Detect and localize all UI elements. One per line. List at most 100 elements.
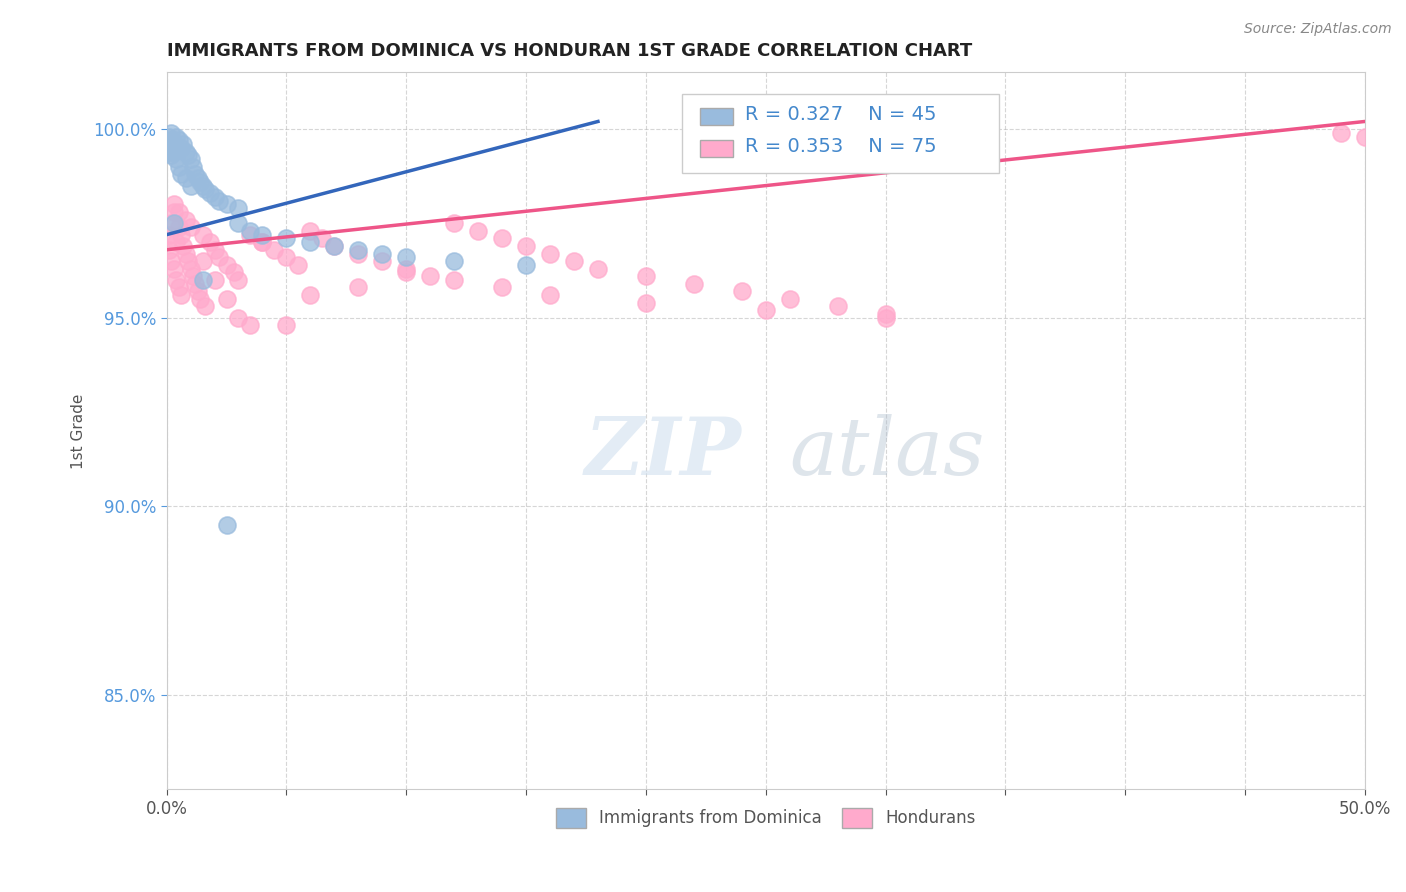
Point [299, 288, 322, 302]
Point [634, 269, 657, 284]
Point [165, 129, 187, 144]
Point [157, 137, 180, 152]
Point [180, 152, 202, 166]
Point [239, 318, 262, 333]
Point [160, 254, 183, 268]
Point [191, 273, 214, 287]
Point [239, 224, 262, 238]
Point [184, 277, 207, 291]
Point [170, 167, 193, 181]
Point [204, 243, 226, 257]
Point [276, 231, 298, 245]
Point [174, 171, 197, 186]
Point [172, 137, 194, 152]
Text: R = 0.327    N = 45: R = 0.327 N = 45 [745, 105, 936, 124]
Point [188, 292, 211, 306]
Point [538, 246, 561, 260]
Point [276, 250, 298, 264]
Point [634, 295, 657, 310]
Point [467, 224, 489, 238]
Point [443, 216, 465, 230]
Point [252, 227, 274, 242]
Point [187, 284, 209, 298]
Point [187, 171, 209, 186]
Point [276, 318, 298, 333]
Point [228, 216, 250, 230]
Point [515, 258, 537, 272]
Point [252, 235, 274, 250]
Point [395, 265, 418, 279]
Point [165, 273, 187, 287]
Point [191, 254, 214, 268]
Point [443, 254, 465, 268]
Point [215, 292, 238, 306]
Point [208, 194, 231, 208]
Point [163, 261, 186, 276]
Point [779, 292, 801, 306]
Point [371, 246, 394, 260]
Point [170, 141, 193, 155]
Point [198, 235, 221, 250]
Point [1354, 129, 1376, 144]
Point [562, 254, 585, 268]
Point [160, 148, 183, 162]
Point [163, 137, 186, 152]
Point [287, 258, 309, 272]
FancyBboxPatch shape [682, 94, 1000, 173]
Point [174, 145, 197, 159]
Point [347, 246, 370, 260]
Point [167, 205, 190, 219]
Point [419, 269, 441, 284]
Point [163, 216, 186, 230]
Point [395, 261, 418, 276]
Point [163, 205, 186, 219]
Point [174, 212, 197, 227]
Point [586, 261, 609, 276]
Point [157, 129, 180, 144]
Point [228, 273, 250, 287]
Point [160, 126, 183, 140]
Point [215, 258, 238, 272]
Point [299, 224, 322, 238]
Point [194, 182, 217, 196]
Point [170, 288, 193, 302]
Point [191, 227, 214, 242]
Point [198, 186, 221, 201]
Point [163, 145, 186, 159]
Point [827, 299, 849, 313]
Point [204, 190, 226, 204]
Point [157, 145, 180, 159]
Point [395, 250, 418, 264]
Point [323, 239, 346, 253]
Point [181, 269, 204, 284]
Point [172, 239, 194, 253]
Point [875, 310, 897, 325]
Point [157, 227, 180, 242]
Text: atlas: atlas [790, 414, 986, 491]
Point [204, 273, 226, 287]
Point [177, 148, 200, 162]
FancyBboxPatch shape [700, 108, 734, 125]
Point [731, 284, 754, 298]
Point [170, 227, 193, 242]
Point [755, 303, 778, 318]
Point [191, 178, 214, 193]
Point [311, 231, 333, 245]
Text: IMMIGRANTS FROM DOMINICA VS HONDURAN 1ST GRADE CORRELATION CHART: IMMIGRANTS FROM DOMINICA VS HONDURAN 1ST… [166, 42, 972, 60]
Point [167, 160, 190, 174]
Point [208, 250, 231, 264]
Point [180, 220, 202, 235]
Point [239, 227, 262, 242]
Point [215, 197, 238, 211]
Point [184, 167, 207, 181]
Point [177, 254, 200, 268]
Point [1330, 126, 1353, 140]
Point [167, 220, 190, 235]
Point [163, 197, 186, 211]
Point [371, 254, 394, 268]
Point [347, 280, 370, 294]
Point [299, 235, 322, 250]
Point [515, 239, 537, 253]
Point [491, 280, 513, 294]
Point [180, 178, 202, 193]
